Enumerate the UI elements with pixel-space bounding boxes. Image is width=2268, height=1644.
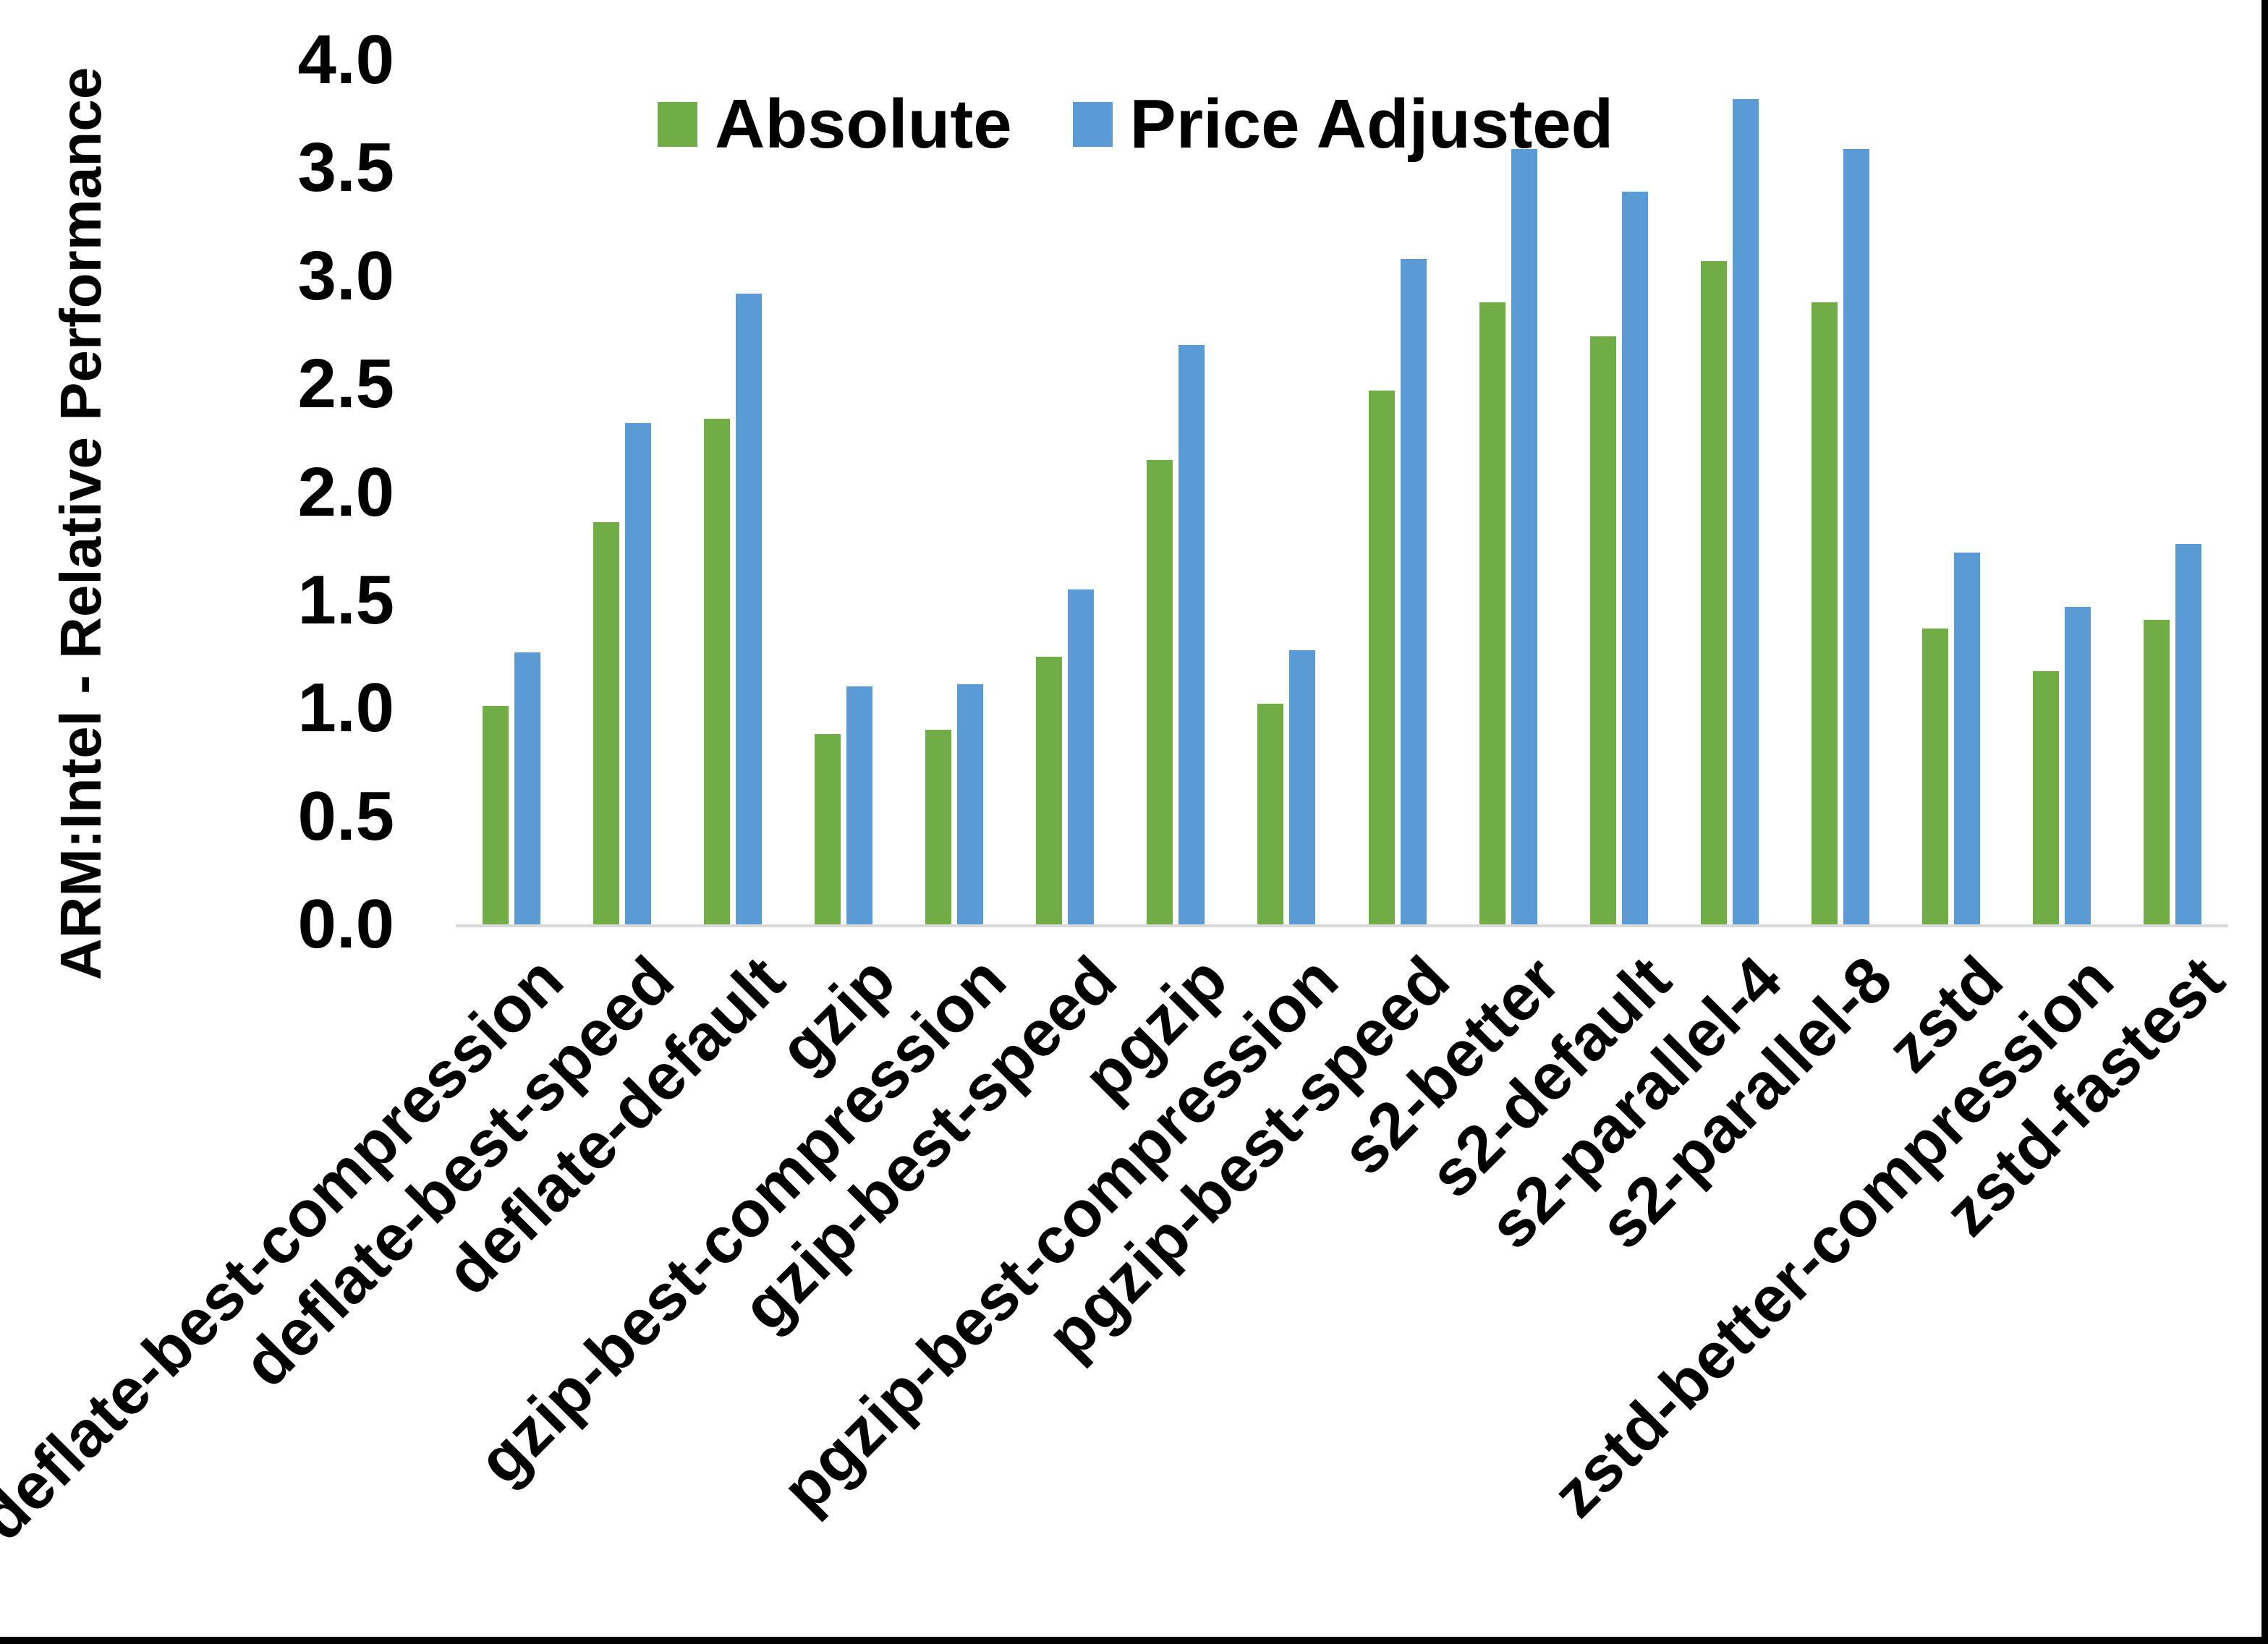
bar-price-adjusted-deflate-default (735, 293, 762, 924)
bar-group-gzip (788, 60, 899, 924)
bar-group-gzip-best-compression (899, 60, 1010, 924)
bar-absolute-deflate-best-speed (593, 522, 619, 924)
y-tick-label: 3.5 (297, 129, 394, 207)
bar-price-adjusted-gzip (846, 686, 872, 924)
y-tick-label: 0.5 (297, 777, 394, 855)
plot-area (456, 60, 2228, 927)
bar-price-adjusted-gzip-best-compression (957, 684, 984, 924)
bar-absolute-s2-default (1589, 336, 1616, 924)
y-tick-label: 1.0 (297, 669, 394, 747)
legend-label-price-adjusted: Price Adjusted (1129, 85, 1614, 163)
bar-absolute-pgzip (1147, 459, 1173, 924)
legend-item-price-adjusted: Price Adjusted (1072, 85, 1614, 163)
bar-absolute-s2-parallel-4 (1700, 260, 1727, 924)
bar-group-zstd-better-compression (2007, 60, 2118, 924)
y-tick-label: 4.0 (297, 21, 394, 98)
bar-absolute-zstd-fastest (2144, 619, 2170, 924)
bar-price-adjusted-zstd-fastest (2175, 544, 2202, 924)
legend-swatch-absolute-icon (658, 102, 697, 147)
bar-group-deflate-best-compression (456, 60, 566, 924)
bar-absolute-s2-parallel-8 (1812, 302, 1838, 924)
bar-price-adjusted-s2-better (1511, 148, 1537, 924)
bar-group-zstd (1896, 60, 2007, 924)
bar-absolute-s2-better (1479, 302, 1505, 924)
bar-price-adjusted-zstd (1954, 553, 1981, 924)
bar-price-adjusted-pgzip-best-compression (1289, 649, 1316, 924)
bar-absolute-gzip-best-speed (1036, 656, 1063, 924)
bar-price-adjusted-s2-parallel-8 (1843, 148, 1870, 924)
legend-label-absolute: Absolute (715, 85, 1012, 163)
bar-price-adjusted-gzip-best-speed (1068, 589, 1095, 924)
bar-absolute-gzip (814, 734, 841, 924)
y-tick-label: 2.0 (297, 453, 394, 531)
bar-price-adjusted-pgzip-best-speed (1400, 258, 1427, 924)
bar-absolute-gzip-best-compression (925, 730, 952, 924)
bar-price-adjusted-zstd-better-compression (2065, 606, 2091, 924)
bar-absolute-pgzip-best-compression (1257, 704, 1284, 924)
window-border-right (2261, 0, 2268, 1644)
bar-group-s2-parallel-4 (1674, 60, 1785, 924)
y-axis-title: ARM:Intel - Relative Performance (48, 67, 113, 981)
bar-group-deflate-default (677, 60, 788, 924)
bar-group-gzip-best-speed (1010, 60, 1121, 924)
bar-price-adjusted-pgzip (1178, 345, 1205, 924)
bar-price-adjusted-s2-default (1621, 192, 1648, 924)
bar-group-pgzip-best-speed (1342, 60, 1453, 924)
y-tick-label: 3.0 (297, 237, 394, 315)
bar-absolute-zstd (1922, 628, 1949, 924)
bar-group-pgzip (1121, 60, 1231, 924)
bar-group-zstd-fastest (2118, 60, 2228, 924)
bar-price-adjusted-s2-parallel-4 (1732, 98, 1759, 924)
bar-price-adjusted-deflate-best-speed (624, 422, 651, 924)
bar-absolute-deflate-best-compression (482, 706, 509, 924)
bar-group-s2-default (1563, 60, 1674, 924)
bar-group-pgzip-best-compression (1231, 60, 1342, 924)
bar-price-adjusted-deflate-best-compression (514, 652, 540, 924)
y-tick-label: 1.5 (297, 561, 394, 639)
y-tick-label: 0.0 (297, 885, 394, 963)
bar-group-deflate-best-speed (566, 60, 677, 924)
bar-group-s2-better (1453, 60, 1563, 924)
bar-group-s2-parallel-8 (1785, 60, 1896, 924)
legend-item-absolute: Absolute (658, 90, 1012, 159)
bar-absolute-pgzip-best-speed (1368, 391, 1395, 924)
legend: Absolute Price Adjusted (658, 90, 1613, 159)
bar-absolute-zstd-better-compression (2033, 671, 2060, 924)
window-border-bottom (0, 1637, 2268, 1644)
y-tick-label: 2.5 (297, 345, 394, 423)
legend-swatch-price-adjusted-icon (1072, 102, 1113, 147)
bar-absolute-deflate-default (703, 418, 730, 924)
